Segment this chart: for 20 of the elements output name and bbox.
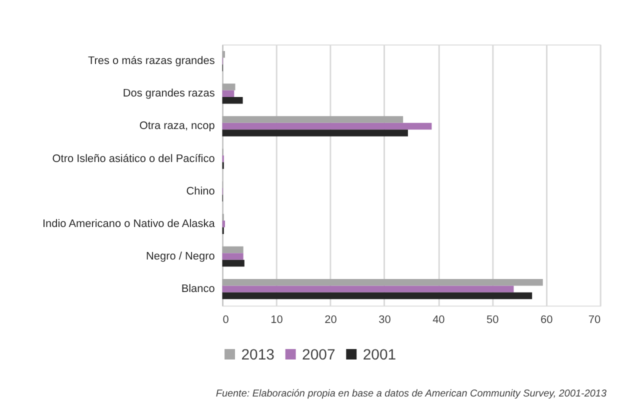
y-tick-label: Tres o más razas grandes bbox=[88, 55, 216, 68]
y-tick-label: Indio Americano o Nativo de Alaska bbox=[42, 218, 216, 230]
x-tick-label: 10 bbox=[270, 314, 283, 326]
y-tick-label: Blanco bbox=[181, 283, 215, 296]
x-tick-label: 0 bbox=[222, 314, 229, 326]
y-tick-label: Otra raza, ncop bbox=[139, 120, 215, 132]
x-tick-label: 70 bbox=[588, 314, 601, 326]
source-note: Fuente: Elaboración propia en base a datos de American Community Survey, 2001-2013 bbox=[216, 388, 607, 400]
y-tick-label: Otro Isleño asiático o del Pacífico bbox=[52, 152, 215, 165]
legend-label: 2007 bbox=[302, 346, 336, 364]
x-tick-label: 30 bbox=[378, 314, 391, 326]
x-tick-label: 40 bbox=[432, 314, 445, 326]
legend-label: 2001 bbox=[362, 346, 396, 364]
x-tick-label: 50 bbox=[486, 314, 499, 326]
y-tick-label: Dos grandes razas bbox=[122, 88, 216, 100]
x-tick-label: 20 bbox=[324, 314, 337, 326]
y-tick-label: Chino bbox=[186, 185, 215, 198]
x-tick-label: 60 bbox=[540, 314, 553, 326]
legend-label: 2013 bbox=[241, 346, 274, 364]
y-tick-label: Negro / Negro bbox=[146, 250, 215, 262]
